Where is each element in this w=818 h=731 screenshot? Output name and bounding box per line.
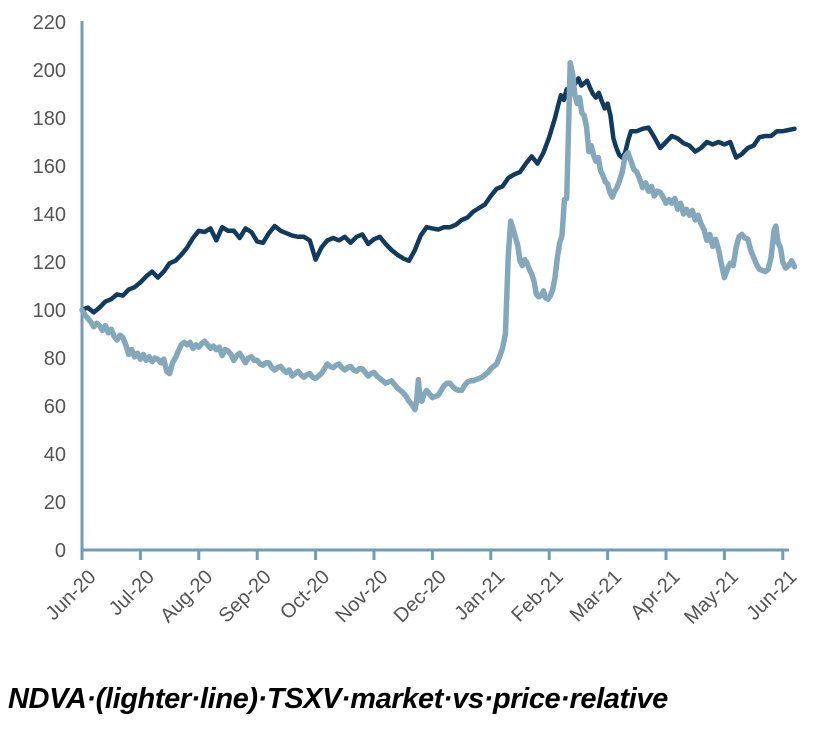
y-tick-label: 60: [44, 396, 66, 418]
y-tick-label: 100: [33, 300, 66, 322]
y-tick-label: 220: [33, 12, 66, 34]
y-tick-label: 120: [33, 252, 66, 274]
x-tick-label: Jun-21: [743, 566, 802, 625]
x-tick-label: Oct-20: [276, 566, 334, 624]
chart-caption: NDVA·(lighter·line)·TSXV·market·vs·price…: [8, 683, 668, 715]
y-tick-label: 200: [33, 60, 66, 82]
y-tick-label: 140: [33, 204, 66, 226]
y-tick-label: 20: [44, 492, 66, 514]
y-tick-label: 40: [44, 444, 66, 466]
price-relative-chart: 0 20 40 60 80 100 120 140 160 180 200 220 Jun-20 Jul-…: [33, 12, 802, 629]
x-tick-label: Jul-20: [105, 566, 159, 620]
x-tick-label: Nov-20: [331, 566, 392, 627]
x-tick-label: Jun-20: [42, 566, 101, 625]
x-tick-label: Jan-21: [451, 566, 510, 625]
x-tick-label: May-21: [680, 566, 743, 629]
y-tick-label: 160: [33, 156, 66, 178]
tsxv-market-line: [79, 76, 797, 315]
x-tick-label: Apr-21: [627, 566, 685, 624]
x-tick-label: Sep-20: [215, 566, 276, 627]
x-tick-label: Feb-21: [507, 566, 567, 626]
x-tick-label: Aug-20: [156, 566, 217, 627]
x-tick-label: Mar-21: [566, 566, 626, 626]
y-tick-label: 0: [55, 540, 66, 562]
y-tick-label: 180: [33, 108, 66, 130]
chart-canvas: 0 20 40 60 80 100 120 140 160 180 200 220 Jun-20 Jul-…: [33, 12, 802, 629]
y-tick-label: 80: [44, 348, 66, 370]
x-tick-label: Dec-20: [390, 566, 451, 627]
ndva-line: [79, 60, 798, 413]
